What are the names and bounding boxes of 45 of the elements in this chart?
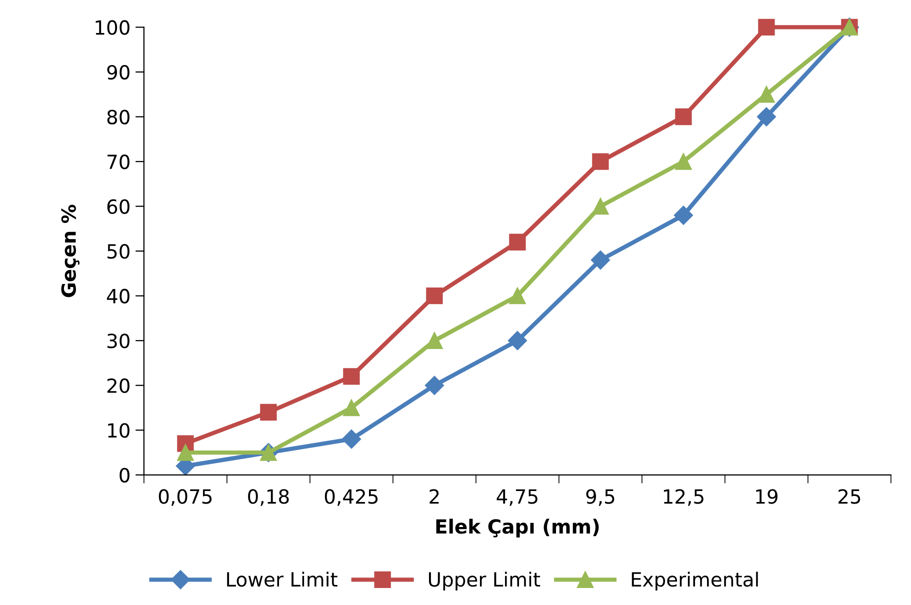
- y-tick-label: 50: [108, 244, 130, 259]
- x-tick-label: 12,5: [664, 489, 704, 506]
- y-tick-label: 30: [107, 334, 130, 348]
- point: [590, 250, 610, 270]
- y-tick-label: 90: [107, 64, 130, 80]
- x-tick-label: 4,75: [496, 489, 538, 506]
- point: [509, 288, 526, 304]
- point: [260, 404, 277, 421]
- point: [758, 18, 775, 36]
- point: [756, 107, 776, 126]
- point: [508, 331, 527, 350]
- y-tick-label: 70: [108, 154, 130, 170]
- point: [424, 376, 444, 395]
- y-tick-label: 60: [107, 199, 130, 214]
- x-tick-label: 19: [756, 489, 778, 504]
- x-tick-label: 0,18: [248, 489, 289, 506]
- point: [343, 399, 360, 416]
- legend-label: Lower Limit: [227, 572, 338, 587]
- point: [592, 153, 609, 170]
- x-tick-label: 0,075: [158, 489, 212, 506]
- y-tick-label: 10: [108, 423, 130, 438]
- point: [342, 430, 361, 449]
- point: [758, 86, 775, 103]
- point: [426, 288, 443, 304]
- x-axis-title: Elek Çapı (mm): [436, 518, 599, 538]
- x-tick-label: 2: [430, 489, 439, 504]
- y-tick-label: 20: [107, 378, 130, 394]
- legend-label: Experimental: [632, 572, 758, 591]
- point: [343, 368, 360, 385]
- point: [675, 153, 692, 170]
- legend-label: Upper Limit: [428, 572, 540, 591]
- point: [592, 198, 609, 215]
- y-tick-label: 80: [107, 110, 130, 124]
- point: [509, 234, 526, 250]
- x-tick-label: 25: [838, 489, 860, 504]
- x-tick-label: 9,5: [586, 489, 614, 506]
- point: [426, 332, 443, 349]
- y-tick-label: 0: [120, 468, 130, 483]
- x-tick-label: 0,425: [324, 489, 378, 506]
- y-tick-label: 100: [96, 20, 130, 35]
- point: [675, 108, 692, 126]
- point: [177, 444, 194, 461]
- y-axis-title: Geçen %: [61, 204, 80, 298]
- y-tick-label: 40: [106, 288, 130, 304]
- point: [674, 206, 693, 225]
